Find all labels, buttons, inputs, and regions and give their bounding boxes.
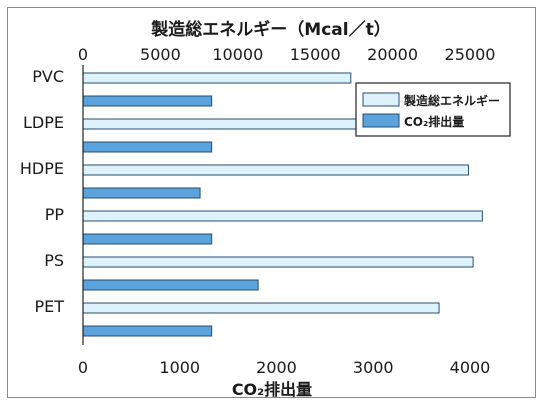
- top-tick-label: 20000: [367, 45, 418, 64]
- legend-label: CO₂排出量: [404, 114, 464, 129]
- bar-co2-pp: [82, 233, 213, 245]
- top-tick-label: 10000: [212, 45, 263, 64]
- category-label: LDPE: [23, 113, 64, 132]
- category-label: PS: [44, 251, 64, 270]
- bar-energy-pvc: [82, 72, 352, 84]
- bar-co2-hdpe: [82, 187, 201, 199]
- legend-label: 製造総エネルギー: [403, 93, 500, 108]
- bottom-tick-label: 2000: [256, 358, 297, 377]
- legend-swatch-1: [362, 113, 400, 128]
- bottom-tick-label: 4000: [450, 358, 491, 377]
- top-tick-label: 0: [78, 45, 88, 64]
- bottom-tick-label: 1000: [159, 358, 200, 377]
- bar-co2-ps: [82, 279, 259, 291]
- category-label: PET: [34, 297, 64, 316]
- bottom-tick-label: 3000: [353, 358, 394, 377]
- top-tick-label: 25000: [445, 45, 496, 64]
- bottom-axis-title: CO₂排出量: [232, 380, 312, 399]
- bar-co2-pet: [82, 325, 213, 337]
- top-tick-label: 15000: [290, 45, 341, 64]
- bar-co2-ldpe: [82, 141, 213, 153]
- bar-energy-pp: [82, 210, 483, 222]
- bar-energy-pet: [82, 302, 440, 314]
- category-label: HDPE: [20, 159, 64, 178]
- legend-swatch-0: [362, 92, 400, 107]
- bar-co2-pvc: [82, 95, 213, 107]
- top-tick-label: 5000: [140, 45, 181, 64]
- bar-energy-ps: [82, 256, 474, 268]
- category-label: PP: [45, 205, 65, 224]
- category-label: PVC: [32, 67, 64, 86]
- top-axis-title: 製造総エネルギー（Mcal／t）: [150, 19, 390, 40]
- bar-energy-hdpe: [82, 164, 469, 176]
- bottom-tick-label: 0: [78, 358, 88, 377]
- chart-frame: [7, 7, 536, 398]
